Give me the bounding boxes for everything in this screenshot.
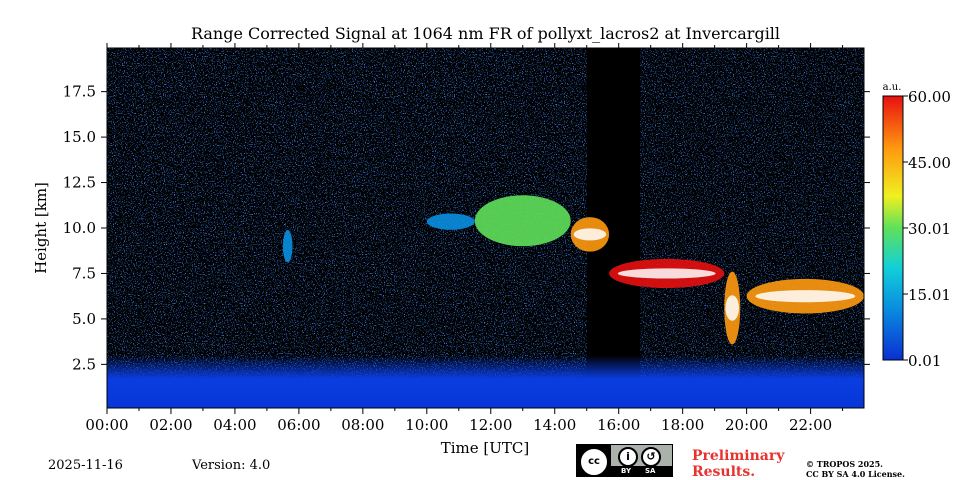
y-tick-label: 10.0	[63, 219, 96, 237]
share-alike-icon: ↺	[641, 447, 661, 467]
cc-license-badge: cc i ↺ BY SA	[576, 444, 673, 477]
x-tick-label: 12:00	[469, 416, 512, 434]
footer-version: Version: 4.0	[192, 458, 271, 473]
copyright-note: © TROPOS 2025. CC BY SA 4.0 License.	[806, 459, 905, 479]
x-tick-label: 08:00	[341, 416, 384, 434]
x-tick-label: 00:00	[85, 416, 128, 434]
feature-core-7	[755, 290, 856, 303]
feature-cirrus-2	[426, 213, 475, 230]
y-axis-label: Height [km]	[32, 182, 50, 274]
x-tick-label: 22:00	[789, 416, 832, 434]
x-tick-label: 10:00	[405, 416, 448, 434]
x-tick-label: 14:00	[533, 416, 576, 434]
x-tick-label: 16:00	[597, 416, 640, 434]
colorbar-tick-label: 30.01	[908, 220, 951, 238]
colorbar	[882, 95, 904, 361]
cc-by-label: BY	[621, 467, 632, 475]
cc-sa-label: SA	[645, 467, 656, 475]
copyright-line-2: CC BY SA 4.0 License.	[806, 469, 905, 479]
preliminary-line-2: Results.	[692, 464, 756, 480]
heatmap-area	[107, 48, 864, 408]
feature-core-4	[573, 228, 607, 241]
attribution-person-icon: i	[618, 447, 638, 467]
y-tick-label: 15.0	[63, 128, 96, 146]
colorbar-unit-label: a.u.	[883, 82, 902, 93]
footer-date: 2025-11-16	[48, 458, 123, 473]
feature-core-6	[725, 295, 740, 321]
copyright-line-1: © TROPOS 2025.	[806, 459, 883, 469]
chart-title: Range Corrected Signal at 1064 nm FR of …	[190, 24, 781, 43]
x-tick-label: 04:00	[213, 416, 256, 434]
y-tick-label: 5.0	[72, 310, 96, 328]
feature-aerosol-boundary-layer-0	[107, 355, 864, 408]
y-tick-label: 12.5	[63, 174, 96, 192]
y-tick-label: 2.5	[72, 355, 96, 373]
x-tick-label: 02:00	[149, 416, 192, 434]
x-axis-label: Time [UTC]	[441, 439, 530, 457]
colorbar-tick-label: 60.00	[908, 88, 951, 106]
feature-core-5	[617, 268, 716, 279]
cc-logo-icon: cc	[581, 449, 607, 475]
preliminary-line-1: Preliminary	[692, 448, 785, 464]
y-tick-label: 17.5	[63, 83, 96, 101]
colorbar-tick-label: 45.00	[908, 154, 951, 172]
feature-cirrus-3	[474, 195, 571, 247]
x-tick-label: 20:00	[725, 416, 768, 434]
colorbar-tick-label: 0.01	[908, 352, 941, 370]
x-tick-label: 18:00	[661, 416, 704, 434]
preliminary-results-note: Preliminary Results.	[692, 448, 784, 480]
noise-right	[640, 48, 864, 408]
feature-thin-cloud-1	[282, 229, 293, 263]
colorbar-tick-label: 15.01	[908, 286, 951, 304]
x-tick-label: 06:00	[277, 416, 320, 434]
y-tick-label: 7.5	[72, 264, 96, 282]
